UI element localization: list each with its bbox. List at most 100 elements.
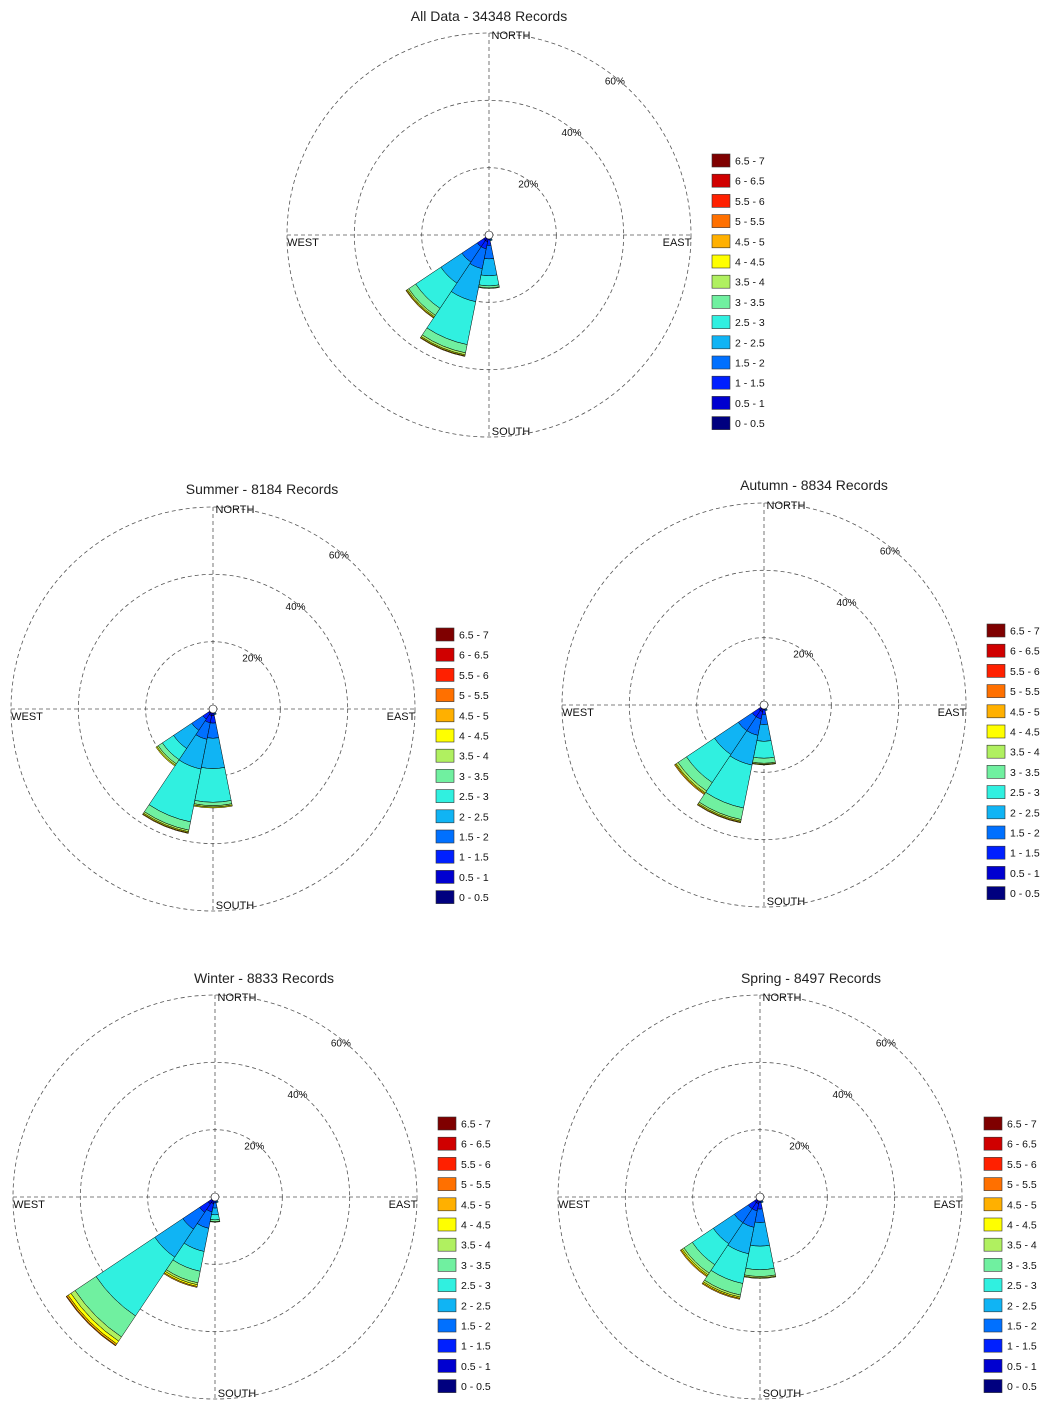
radial-tick-label: 40% — [286, 602, 306, 613]
legend-swatch — [711, 416, 731, 430]
wind-sector-segment — [193, 804, 233, 809]
wind-sector-segment — [213, 712, 217, 716]
legend-label: 6.5 - 7 — [1010, 626, 1040, 638]
legend-label: 5.5 - 6 — [461, 1159, 491, 1171]
wind-sector-segment — [696, 804, 741, 824]
legend-swatch — [435, 849, 455, 864]
legend-label: 3 - 3.5 — [735, 297, 765, 309]
compass-north-label: NORTH — [492, 30, 531, 42]
legend-swatch — [711, 295, 731, 309]
wind-sector-segment — [744, 1268, 776, 1277]
legend-label: 3.5 - 4 — [461, 1240, 491, 1252]
compass-west-label: WEST — [11, 711, 43, 723]
legend-swatch — [711, 214, 731, 228]
legend-swatch — [435, 647, 455, 662]
wind-sector-segment — [489, 238, 493, 242]
legend-swatch — [711, 254, 731, 269]
legend-label: 0.5 - 1 — [1010, 868, 1040, 880]
legend-label: 5 - 5.5 — [1007, 1179, 1037, 1191]
legend-swatch — [986, 643, 1006, 658]
legend-swatch — [711, 274, 731, 289]
wind-sector-segment — [760, 1200, 764, 1204]
radial-tick-label: 60% — [880, 546, 900, 557]
legend-swatch — [437, 1157, 457, 1171]
speed-legend: 6.5 - 7 6 - 6.5 5.5 - 6 5 - 5.5 4.5 - 5 4 - 4… — [437, 1116, 491, 1393]
compass-south-label: SOUTH — [767, 896, 806, 908]
legend-label: 2 - 2.5 — [735, 337, 765, 349]
legend-label: 5.5 - 6 — [735, 196, 765, 208]
wind-sector-segment — [194, 767, 232, 803]
legend-label: 2 - 2.5 — [461, 1300, 491, 1312]
calm-center — [210, 1192, 220, 1202]
legend-label: 3.5 - 4 — [459, 751, 489, 763]
wind-sector-segment — [679, 1249, 708, 1278]
legend-label: 0 - 0.5 — [459, 892, 489, 904]
speed-legend: 6.5 - 7 6 - 6.5 5.5 - 6 5 - 5.5 4.5 - 5 4 - 4… — [983, 1116, 1037, 1393]
legend-swatch — [437, 1116, 457, 1131]
legend-label: 4 - 4.5 — [459, 731, 489, 743]
legend-label: 2.5 - 3 — [1010, 787, 1040, 799]
legend-swatch — [986, 825, 1006, 840]
compass-west-label: WEST — [287, 237, 319, 249]
legend-swatch — [983, 1237, 1003, 1252]
compass-east-label: EAST — [387, 711, 416, 723]
compass-east-label: EAST — [938, 707, 967, 719]
legend-label: 4.5 - 5 — [735, 236, 765, 248]
legend-label: 3.5 - 4 — [1007, 1240, 1037, 1252]
legend-swatch — [986, 866, 1006, 880]
legend-label: 3 - 3.5 — [1010, 767, 1040, 779]
radial-grid-ring — [557, 994, 963, 1400]
legend-swatch — [437, 1258, 457, 1272]
compass-east-label: EAST — [663, 237, 692, 249]
legend-swatch — [983, 1359, 1003, 1373]
legend-label: 1.5 - 2 — [1007, 1321, 1037, 1333]
legend-label: 2.5 - 3 — [1007, 1280, 1037, 1292]
radial-grid-ring — [561, 502, 967, 908]
legend-label: 0 - 0.5 — [735, 418, 765, 430]
windrose-chart: Winter - 8833 Records NORTH SOUTH EAST WEST 2… — [12, 970, 491, 1400]
wind-sector-segment — [215, 1200, 219, 1204]
calm-center — [759, 700, 769, 710]
legend-swatch — [983, 1177, 1003, 1191]
chart-title: Spring - 8497 Records — [741, 970, 881, 986]
legend-swatch — [983, 1298, 1003, 1313]
wind-sector-segment — [752, 762, 776, 766]
radial-tick-label: 60% — [876, 1038, 896, 1049]
compass-west-label: WEST — [13, 1199, 45, 1211]
chart-title: Autumn - 8834 Records — [740, 477, 888, 493]
radial-grid-ring — [10, 506, 416, 912]
legend-label: 2.5 - 3 — [461, 1280, 491, 1292]
legend-label: 6 - 6.5 — [1010, 646, 1040, 658]
legend-label: 4.5 - 5 — [1007, 1199, 1037, 1211]
legend-label: 1.5 - 2 — [735, 358, 765, 370]
legend-swatch — [711, 194, 731, 208]
legend-label: 3 - 3.5 — [1007, 1260, 1037, 1272]
legend-swatch — [983, 1157, 1003, 1171]
radial-tick-label: 40% — [562, 128, 582, 139]
legend-label: 6 - 6.5 — [1007, 1139, 1037, 1151]
legend-swatch — [435, 748, 455, 763]
legend-label: 2 - 2.5 — [1010, 807, 1040, 819]
legend-label: 6.5 - 7 — [461, 1119, 491, 1131]
legend-swatch — [711, 173, 731, 188]
compass-north-label: NORTH — [767, 500, 806, 512]
legend-swatch — [986, 744, 1006, 759]
radial-tick-label: 40% — [288, 1090, 308, 1101]
chart-title: Summer - 8184 Records — [186, 481, 339, 497]
radial-tick-label: 40% — [837, 598, 857, 609]
legend-swatch — [435, 728, 455, 743]
wind-sector-segment — [753, 740, 775, 759]
compass-north-label: NORTH — [763, 992, 802, 1004]
legend-label: 2 - 2.5 — [459, 811, 489, 823]
windrose-chart: All Data - 34348 Records NORTH SOUTH EAST WE… — [286, 8, 765, 438]
legend-swatch — [435, 708, 455, 723]
calm-center — [484, 230, 494, 240]
wind-sector-segment — [405, 289, 435, 319]
legend-label: 5.5 - 6 — [459, 670, 489, 682]
legend-swatch — [711, 355, 731, 370]
legend-label: 0 - 0.5 — [461, 1381, 491, 1393]
legend-swatch — [437, 1136, 457, 1151]
wind-sector-segment — [478, 274, 500, 287]
compass-south-label: SOUTH — [218, 1388, 257, 1400]
legend-swatch — [986, 623, 1006, 638]
